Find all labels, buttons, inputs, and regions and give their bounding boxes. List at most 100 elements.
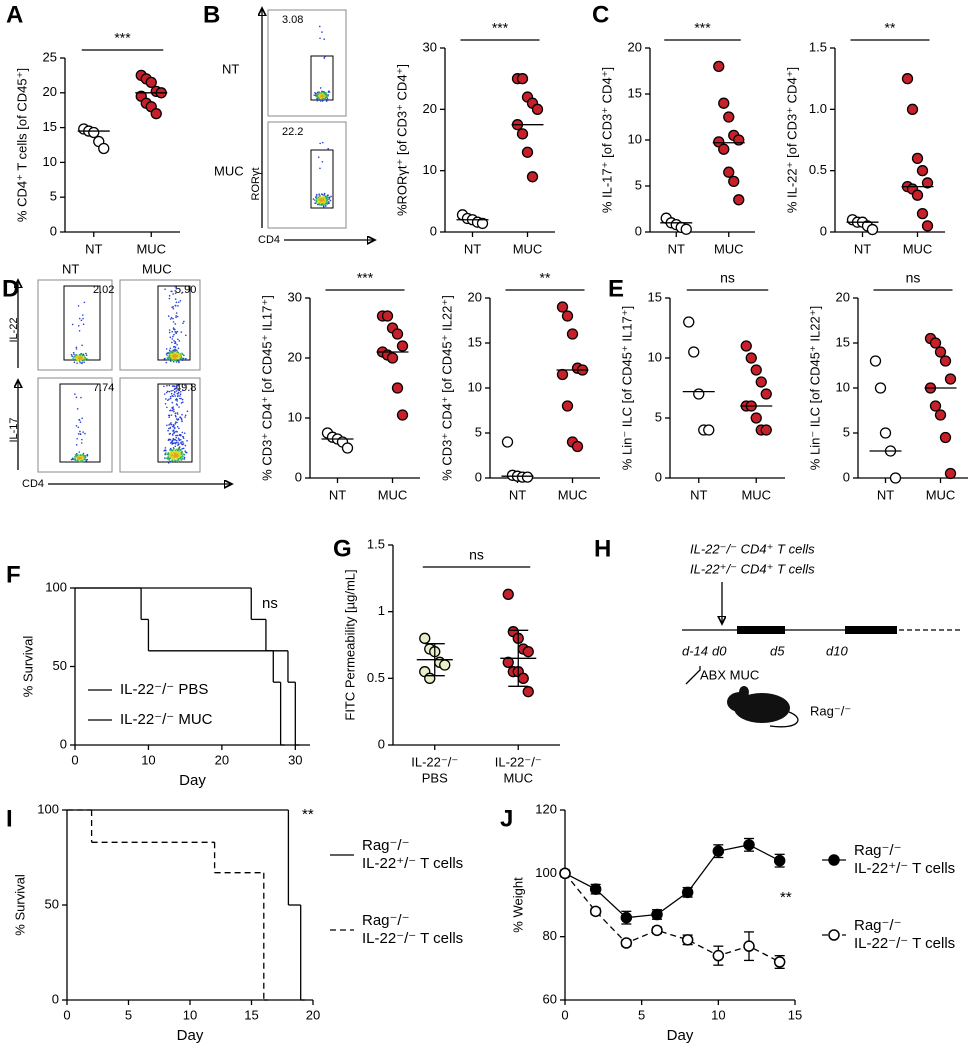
flow-event [325,202,328,205]
significance-label: ns [906,270,921,286]
flow-event [169,347,172,350]
data-point [150,108,162,120]
flow-event [171,290,173,293]
flow-event [169,397,172,400]
flow-event [180,357,182,360]
flow-event [77,358,79,361]
flow-event [321,95,323,98]
flow-event [177,452,180,455]
flow-event [184,384,187,386]
legend-label: Rag⁻/⁻ [854,917,902,934]
flow-event [171,458,174,460]
flow-event [168,331,171,334]
flow-event [170,360,172,362]
x-tick-label: MUC [503,770,533,785]
flow-event [82,457,85,459]
legend-label: Rag⁻/⁻ [362,912,410,929]
flow-event [169,449,171,451]
flow-event [316,203,319,206]
flow-event [168,398,170,400]
x-tick-label: 20 [306,1007,320,1022]
data-point [740,340,752,352]
significance-label: ** [885,20,896,36]
flow-event [174,346,177,349]
flow-event [168,294,171,297]
flow-event [78,317,81,320]
data-point [556,301,569,313]
flow-event [174,459,177,462]
data-point [651,908,663,921]
data-point [526,171,539,183]
flow-event [181,419,183,421]
flow-event [316,99,319,102]
x-tick-label: MUC [903,241,933,256]
y-tick-label: 10 [288,409,302,424]
flow-event [179,433,182,436]
flow-event [315,195,318,197]
flow-event [171,359,174,362]
mouse-icon [727,686,799,728]
flow-event [177,384,180,387]
flow-box [267,9,347,117]
flow-event [327,95,329,97]
x-tick-label: IL-22⁻/⁻ [495,754,542,769]
flow-event [329,199,332,202]
data-point [743,940,755,952]
data-point [620,911,633,924]
panel-label: D [2,275,19,302]
x-tick-label: MUC [926,487,956,502]
x-tick-label: NT [509,487,526,502]
flow-event [172,406,174,408]
flow-event [318,91,320,93]
data-point [866,223,879,236]
flow-column-label: MUC [142,261,172,276]
flow-event [327,196,329,199]
flow-event [178,360,180,362]
data-point [911,152,924,165]
flow-event [170,351,173,353]
flow-event [165,391,168,394]
flow-event [178,455,181,458]
y-axis-label: FITC Permeability [µg/mL] [342,569,357,720]
flow-event [323,96,325,99]
flow-event [178,340,181,342]
flow-event [78,456,81,459]
flow-event [179,299,182,302]
flow-event [328,202,330,205]
flow-event [78,451,81,453]
flow-event [175,332,177,335]
flow-event [168,384,171,387]
flow-event [83,357,85,360]
flow-event [172,429,175,432]
flow-event [314,202,316,205]
flow-event [81,417,83,420]
flow-event [181,398,184,401]
flow-axis-label: IL-17 [8,417,20,442]
flow-event [173,339,175,342]
flow-event [319,194,321,197]
flow-event [179,452,181,455]
flow-event [171,459,174,462]
flow-event [168,416,171,419]
flow-event [79,421,82,423]
flow-event [181,359,184,362]
flow-event [174,342,176,345]
x-tick-label: NT [85,241,102,256]
flow-event [174,290,177,292]
y-tick-label: 0 [635,223,642,238]
flow-event [84,432,86,435]
flow-event [172,317,174,320]
flow-event [71,323,74,326]
legend-label: IL-22⁻/⁻ PBS [120,681,208,698]
panel-label: G [333,535,352,562]
data-point [944,467,957,480]
flow-event [164,447,167,449]
flow-event [180,402,183,404]
flow-event [85,460,88,462]
flow-event [175,418,178,420]
day-label: d-14 [682,643,708,658]
flow-event [170,423,173,426]
flow-event [172,438,175,441]
data-point [712,845,725,857]
flow-event [71,457,74,460]
